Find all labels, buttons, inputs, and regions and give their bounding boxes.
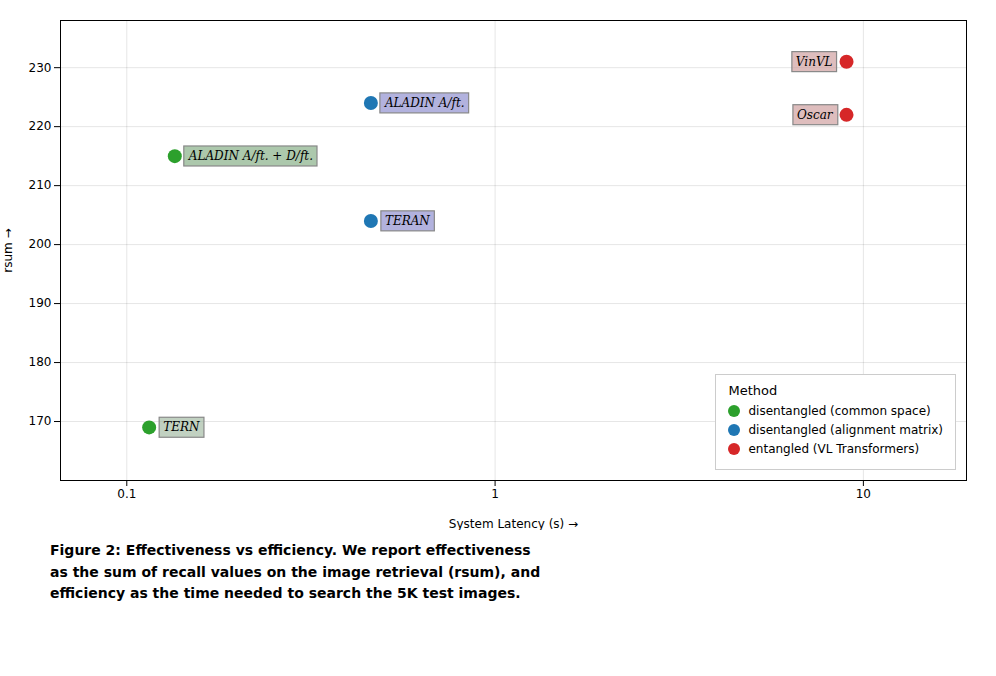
svg-text:System Latency (s) →: System Latency (s) →: [449, 517, 578, 531]
html-text:Figure 2: Effectiveness vs eff: Figure 2: Effectiveness vs efficiency. W…: [50, 542, 531, 558]
svg-text:TERAN: TERAN: [385, 214, 430, 228]
svg-text:200: 200: [29, 237, 52, 251]
svg-text:0.1: 0.1: [117, 487, 136, 501]
html-text:as the sum of recall values on: as the sum of recall values on the image…: [50, 563, 541, 580]
svg-text:180: 180: [29, 355, 52, 369]
svg-text:rsum →: rsum →: [1, 228, 15, 272]
svg-text:190: 190: [29, 296, 52, 310]
html-text:Method: Method: [728, 383, 778, 398]
svg-text:210: 210: [29, 178, 52, 192]
html-text:entangled (VL Transformers): entangled (VL Transformers): [748, 442, 920, 456]
svg-text:ALADIN A/ft.: ALADIN A/ft.: [384, 96, 465, 110]
svg-text:TERN: TERN: [163, 420, 200, 434]
html-text:disentangled (alignment matrix: disentangled (alignment matrix): [748, 423, 943, 437]
svg-text:VinVL: VinVL: [796, 55, 833, 69]
svg-text:ALADIN A/ft. + D/ft.: ALADIN A/ft. + D/ft.: [188, 149, 313, 163]
svg-text:170: 170: [29, 414, 52, 428]
svg-text:1: 1: [491, 487, 499, 501]
svg-text:230: 230: [29, 61, 52, 75]
svg-text:10: 10: [856, 487, 871, 501]
html-text:efficiency as the time needed: efficiency as the time needed to search …: [50, 585, 521, 602]
svg-text:Oscar: Oscar: [797, 108, 834, 122]
svg-text:220: 220: [29, 119, 52, 133]
html-text:disentangled (common space): disentangled (common space): [748, 404, 931, 418]
